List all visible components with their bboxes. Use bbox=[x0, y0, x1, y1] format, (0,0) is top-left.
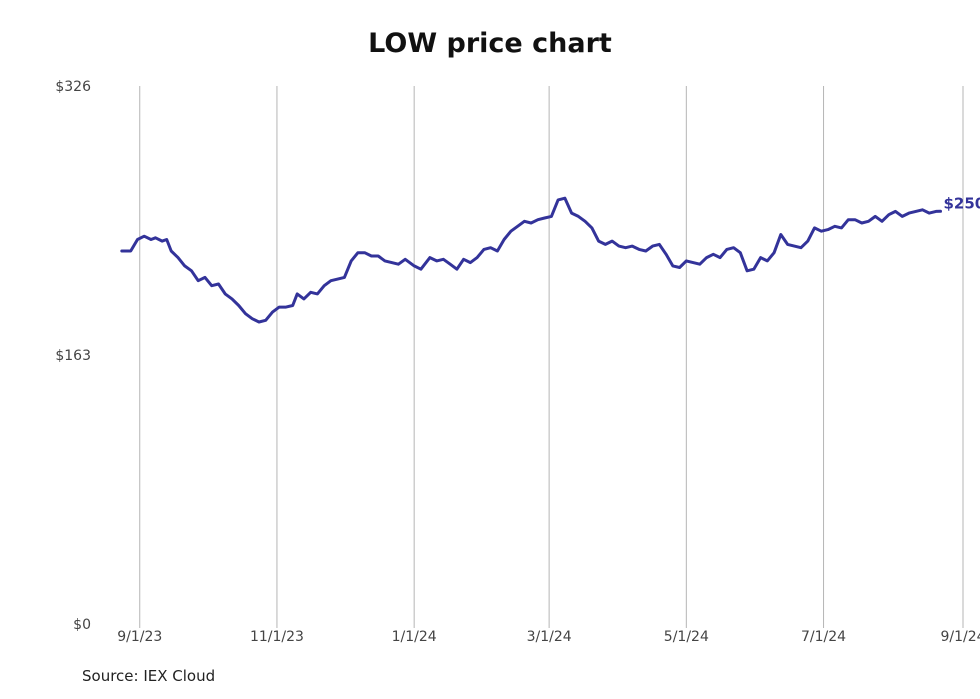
chart-title: LOW price chart bbox=[368, 28, 612, 59]
y-axis-labels: $326 $163 $0 bbox=[55, 79, 91, 633]
x-tick-label: 3/1/24 bbox=[527, 629, 572, 645]
x-tick-label: 9/1/24 bbox=[940, 629, 980, 645]
x-tick-label: 7/1/24 bbox=[801, 629, 846, 645]
y-tick-label: $0 bbox=[73, 617, 91, 633]
price-line-series bbox=[120, 196, 942, 324]
x-tick-label: 1/1/24 bbox=[392, 629, 437, 645]
source-note: Source: IEX Cloud bbox=[82, 667, 216, 685]
last-price-label: $250.07 bbox=[944, 194, 980, 212]
x-tick-label: 5/1/24 bbox=[664, 629, 709, 645]
x-tick-label: 11/1/23 bbox=[250, 629, 304, 645]
x-tick-label: 9/1/23 bbox=[117, 629, 162, 645]
x-axis-labels: 9/1/23 11/1/23 1/1/24 3/1/24 5/1/24 7/1/24 9/1… bbox=[117, 629, 980, 645]
grid-lines bbox=[139, 86, 964, 628]
y-tick-label: $326 bbox=[55, 79, 91, 95]
y-tick-label: $163 bbox=[55, 348, 91, 364]
